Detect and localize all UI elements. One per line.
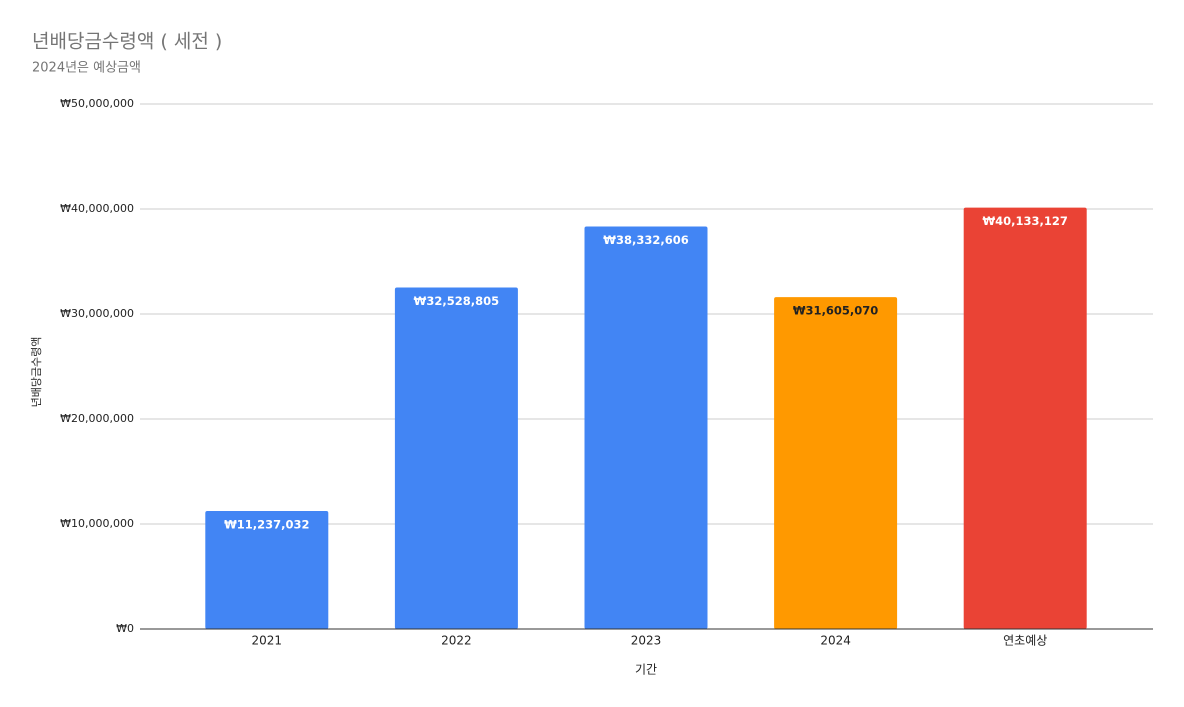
y-tick-label: ₩20,000,000: [60, 412, 134, 425]
chart-title: 년배당금수령액 ( 세전 ): [32, 31, 222, 53]
x-tick-label: 2024: [820, 634, 851, 648]
x-tick-label: 2022: [441, 634, 472, 648]
data-label: ₩31,605,070: [793, 304, 878, 318]
data-label: ₩38,332,606: [603, 233, 688, 247]
data-label: ₩32,528,805: [414, 294, 499, 308]
bar: [394, 287, 518, 629]
y-tick-label: ₩30,000,000: [60, 307, 134, 320]
data-label: ₩40,133,127: [982, 214, 1067, 228]
bar: [774, 297, 898, 629]
chart-subtitle: 2024년은 예상금액: [32, 61, 141, 76]
y-tick-label: ₩50,000,000: [60, 97, 134, 110]
x-tick-label: 연초예상: [1003, 634, 1047, 648]
data-label: ₩11,237,032: [224, 518, 309, 532]
bar: [963, 207, 1087, 629]
y-axis-label: 년배당금수령액: [30, 337, 43, 408]
x-tick-label: 2021: [252, 634, 283, 648]
y-tick-label: ₩0: [116, 622, 134, 635]
bar: [205, 511, 329, 629]
y-tick-label: ₩40,000,000: [60, 202, 134, 215]
x-tick-label: 2023: [631, 634, 662, 648]
bar: [584, 226, 708, 629]
x-axis-label: 기간: [635, 663, 657, 677]
y-tick-label: ₩10,000,000: [60, 517, 134, 530]
